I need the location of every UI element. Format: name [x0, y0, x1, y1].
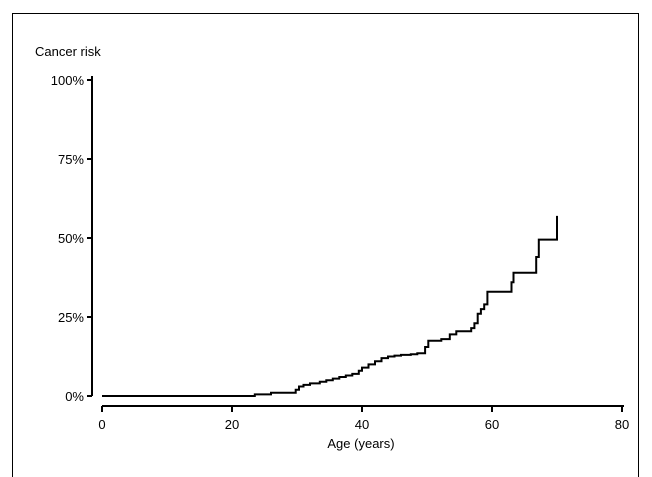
y-tick-label: 75%	[58, 152, 84, 167]
y-tick-label: 25%	[58, 310, 84, 325]
x-tick-label: 20	[225, 417, 239, 432]
cancer-risk-step-line	[102, 215, 558, 397]
y-axis-label: Cancer risk	[35, 44, 101, 59]
x-tick-label: 40	[355, 417, 369, 432]
y-tick-label: 0%	[65, 389, 84, 404]
x-tick-label: 80	[615, 417, 629, 432]
x-axis-label: Age (years)	[327, 436, 394, 451]
y-tick-label: 100%	[51, 73, 85, 88]
x-tick-label: 60	[485, 417, 499, 432]
x-tick-label: 0	[98, 417, 105, 432]
y-tick-label: 50%	[58, 231, 84, 246]
figure-frame	[12, 13, 639, 477]
